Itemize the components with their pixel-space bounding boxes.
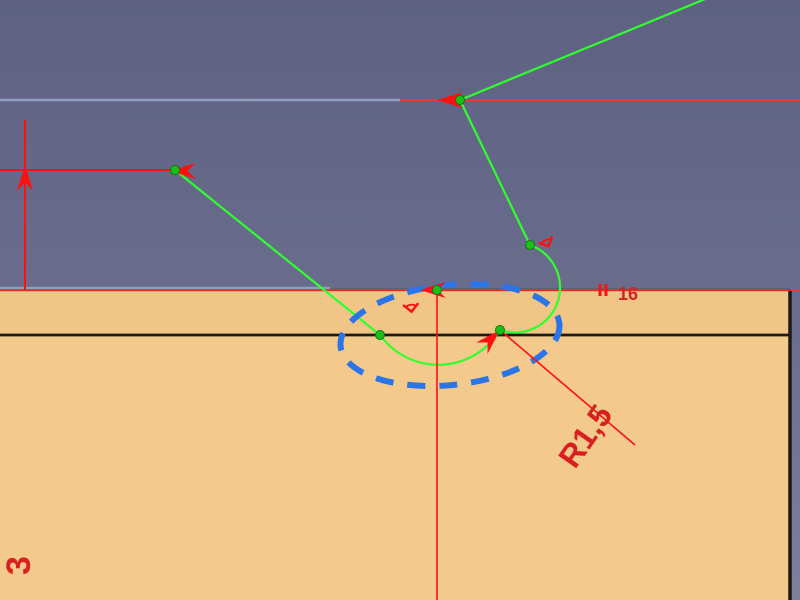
solid-body <box>0 290 790 600</box>
dimension-value-3[interactable]: 3 <box>0 556 38 575</box>
sketch-point[interactable] <box>496 326 505 335</box>
sketch-point[interactable] <box>526 241 535 250</box>
sketch-point[interactable] <box>433 286 442 295</box>
sketch-point[interactable] <box>456 96 465 105</box>
dimension-value-16[interactable]: 16 <box>618 284 638 304</box>
sketch-point[interactable] <box>171 166 180 175</box>
sketch-point[interactable] <box>376 331 385 340</box>
